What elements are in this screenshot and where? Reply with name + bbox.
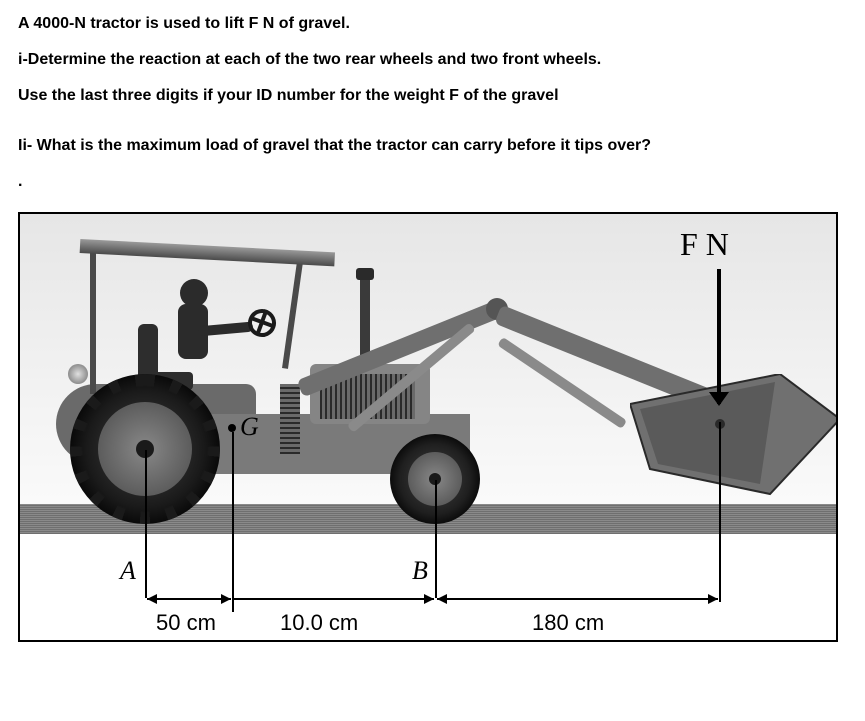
headlight <box>68 364 88 384</box>
b-label: B <box>412 556 428 586</box>
dim-50cm-label: 50 cm <box>154 610 218 636</box>
dim-100cm-label: 10.0 cm <box>278 610 360 636</box>
a-label: A <box>120 556 136 586</box>
below-ground <box>20 534 836 640</box>
dim-100cm-right <box>234 598 434 600</box>
tractor-figure: G F N A B 50 cm 10.0 cm 180 cm <box>18 212 838 642</box>
dim-180cm <box>437 598 718 600</box>
problem-statement: A 4000-N tractor is used to lift F N of … <box>18 12 847 194</box>
ext-line-g <box>232 432 234 612</box>
ext-line-b <box>435 480 437 598</box>
problem-line-1: A 4000-N tractor is used to lift F N of … <box>18 12 847 36</box>
dim-180cm-label: 180 cm <box>530 610 606 636</box>
problem-line-3: Use the last three digits if your ID num… <box>18 84 847 108</box>
seat-back <box>138 324 158 379</box>
dim-50cm <box>147 598 231 600</box>
ext-line-f <box>719 422 721 602</box>
exhaust-cap <box>356 268 374 280</box>
canopy-post-rear <box>90 244 96 394</box>
side-vents <box>280 384 300 454</box>
problem-dot: . <box>18 170 847 194</box>
g-label: G <box>240 412 259 442</box>
force-label: F N <box>680 226 729 263</box>
problem-line-2: i-Determine the reaction at each of the … <box>18 48 847 72</box>
force-arrow <box>717 269 721 404</box>
ext-line-a <box>145 450 147 598</box>
g-point-dot <box>228 424 236 432</box>
bucket <box>630 374 838 509</box>
problem-line-4: Ii- What is the maximum load of gravel t… <box>18 134 847 158</box>
